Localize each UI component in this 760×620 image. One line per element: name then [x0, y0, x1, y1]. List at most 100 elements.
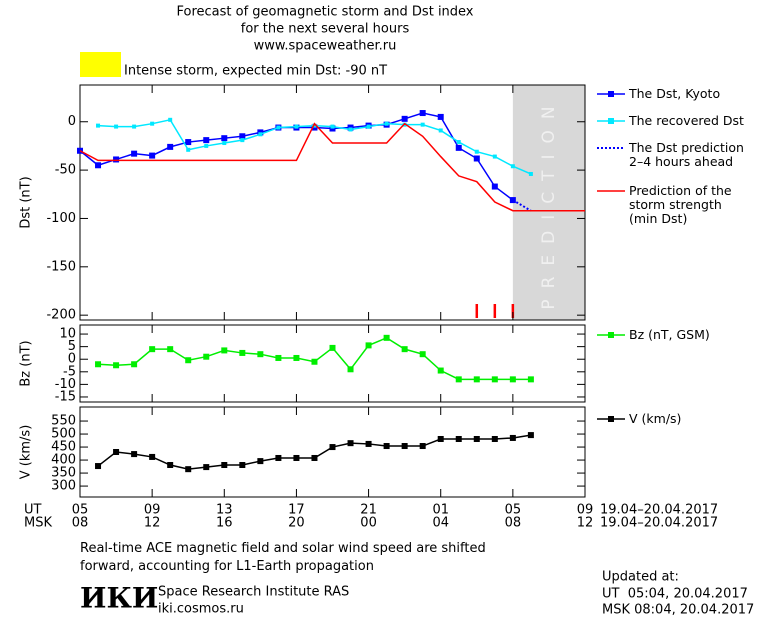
data-point	[149, 346, 156, 353]
data-point	[348, 127, 353, 132]
data-point	[527, 432, 534, 439]
series-line	[97, 336, 531, 381]
series-line	[97, 434, 532, 470]
x-tick-label: 17	[288, 503, 305, 518]
data-point	[366, 124, 371, 129]
data-point	[455, 144, 462, 151]
data-point	[293, 454, 300, 461]
data-point	[186, 147, 191, 152]
data-point	[437, 367, 444, 374]
x-tick-label: 21	[360, 503, 377, 518]
data-point	[131, 451, 138, 458]
data-point	[113, 362, 120, 369]
data-point	[95, 463, 102, 470]
legend-entry: Prediction of the storm strength (min Ds…	[629, 183, 732, 226]
y-axis-label: V (km/s)	[19, 425, 34, 480]
prediction-label: PREDICTION	[539, 95, 559, 309]
data-point	[114, 124, 119, 129]
data-point	[438, 128, 443, 133]
y-tick-label: -10	[55, 377, 76, 392]
data-point	[312, 123, 317, 128]
data-point	[510, 164, 515, 169]
data-point	[329, 444, 336, 451]
x-tick-label-msk: 08	[72, 516, 89, 531]
data-point	[420, 122, 425, 127]
data-point	[311, 358, 318, 365]
x-tick-label: 09	[577, 503, 594, 518]
x-tick-label: 05	[72, 503, 89, 518]
plot-frame	[79, 324, 586, 403]
data-point	[203, 464, 210, 471]
data-point	[168, 117, 173, 122]
y-axis-label: Bz (nT)	[19, 340, 34, 386]
data-point	[257, 458, 264, 465]
y-tick-label: -15	[55, 389, 76, 404]
data-point	[509, 434, 516, 441]
data-point	[96, 123, 101, 128]
data-point	[204, 143, 209, 148]
data-point	[383, 443, 390, 450]
x-tick-label-msk: 12	[577, 516, 594, 531]
title-line: www.spaceweather.ru	[254, 39, 397, 54]
data-point	[113, 449, 120, 455]
data-point	[527, 376, 534, 383]
prediction-band	[512, 85, 585, 320]
data-point	[455, 376, 462, 383]
data-point	[131, 150, 138, 157]
data-point	[221, 462, 228, 469]
y-tick-label: 300	[51, 479, 76, 494]
data-point	[221, 135, 228, 142]
data-point	[419, 110, 426, 117]
y-tick-label: -50	[55, 163, 76, 178]
ut-dates: 19.04–20.04.2017	[600, 503, 718, 518]
data-point	[132, 124, 137, 129]
data-point	[347, 366, 354, 373]
x-tick-label-msk: 00	[360, 516, 377, 531]
data-point	[509, 376, 516, 383]
data-point	[257, 351, 264, 358]
data-point	[167, 346, 174, 353]
x-tick-label: 13	[216, 503, 233, 518]
updated-title: Updated at:	[602, 570, 679, 585]
data-point	[456, 140, 461, 145]
data-point	[311, 454, 318, 461]
y-tick-label: 5	[68, 339, 76, 354]
data-point	[419, 443, 426, 450]
y-axis-label: Dst (nT)	[19, 176, 34, 228]
data-point	[473, 155, 480, 162]
y-tick-label: 450	[51, 440, 76, 455]
data-point	[491, 183, 498, 190]
x-tick-label-msk: 16	[216, 516, 233, 531]
alert-text: Intense storm, expected min Dst: -90 nT	[124, 64, 387, 79]
msk-dates: 19.04–20.04.2017	[600, 516, 718, 531]
legend-entry: The recovered Dst	[629, 113, 744, 128]
y-tick-label: -5	[63, 364, 76, 379]
data-point	[329, 344, 336, 351]
legend-marker	[608, 416, 614, 422]
data-point	[491, 376, 498, 383]
data-point	[239, 462, 246, 469]
plot-frame	[79, 84, 586, 321]
legend-entry: V (km/s)	[629, 411, 682, 426]
y-tick-label: 500	[51, 427, 76, 442]
legend-marker	[608, 118, 614, 124]
data-point	[222, 141, 227, 146]
data-point	[455, 435, 462, 442]
data-point	[275, 354, 282, 361]
plot-frame	[79, 406, 586, 498]
data-point	[239, 133, 246, 140]
data-point	[275, 454, 282, 461]
y-tick-label: 10	[59, 327, 76, 342]
data-point	[167, 462, 174, 469]
data-point	[365, 342, 372, 349]
data-point	[276, 125, 281, 130]
updated-ut: UT 05:04, 20.04.2017	[602, 587, 748, 602]
legend-marker	[608, 332, 614, 338]
data-point	[150, 121, 155, 126]
y-tick-label: -100	[46, 211, 76, 226]
data-point	[185, 139, 192, 146]
data-point	[401, 346, 408, 353]
data-point	[365, 440, 372, 447]
data-point	[221, 347, 228, 354]
